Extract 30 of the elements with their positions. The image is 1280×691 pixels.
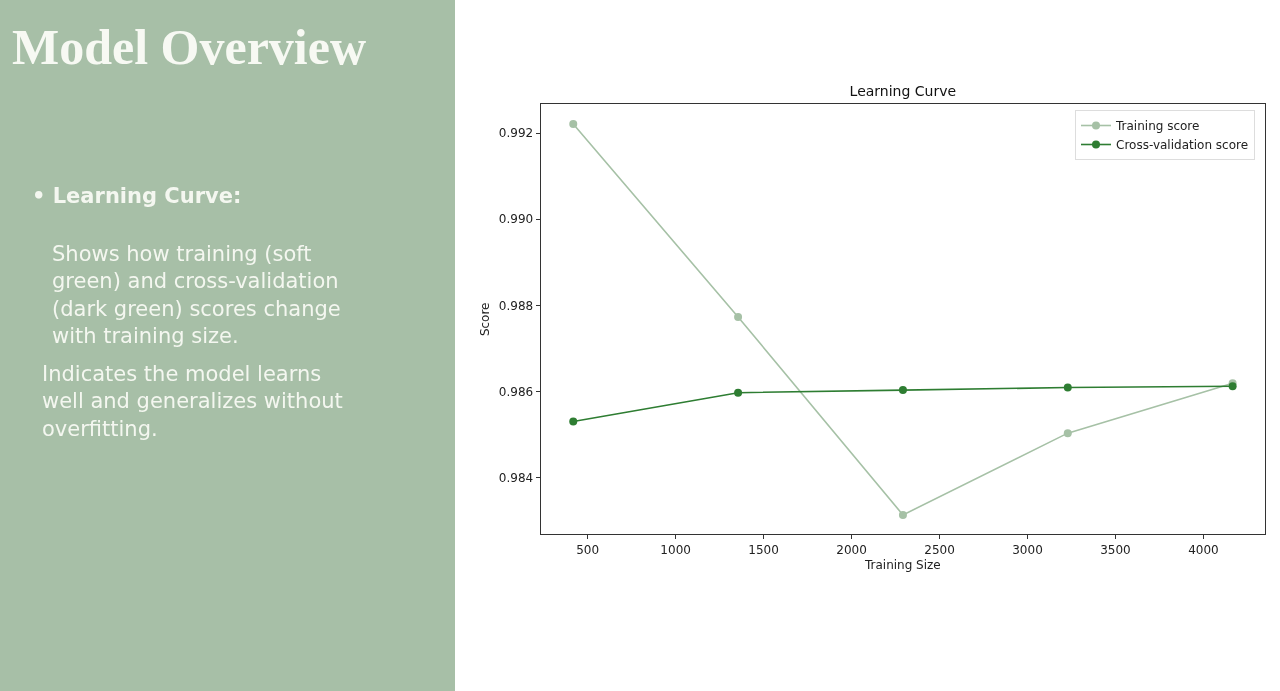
point: [734, 312, 743, 321]
x-tick-label: 3000: [1012, 542, 1043, 557]
legend-label: Cross-validation score: [1116, 138, 1249, 153]
y-tick-label: 0.988: [498, 298, 534, 313]
y-tick-label: 0.992: [498, 126, 534, 141]
x-tick-label: 2500: [924, 542, 955, 557]
x-tick-label: 500: [576, 542, 600, 557]
y-axis-title: Score: [478, 302, 493, 337]
point: [898, 510, 907, 519]
x-tick-label: 1500: [748, 542, 779, 557]
x-tick-label: 3500: [1100, 542, 1131, 557]
y-tick-label: 0.984: [498, 470, 534, 485]
point: [1063, 429, 1072, 438]
legend-label: Training score: [1115, 119, 1200, 134]
text: Model Overview: [12, 19, 367, 75]
x-tick-label: 4000: [1188, 542, 1219, 557]
x-tick-label: 1000: [660, 542, 691, 557]
point: [898, 386, 907, 395]
point: [734, 388, 743, 397]
text: Indicates the model learns well and generalizes without overfitting.: [42, 362, 343, 441]
x-axis-title: Training Size: [863, 557, 941, 572]
point: [569, 417, 578, 426]
text: Shows how training (soft green) and cross-validation (dark green) scores change with training size.: [52, 242, 341, 348]
x-tick-label: 2000: [836, 542, 867, 557]
chart-title: Learning Curve: [849, 82, 957, 99]
point: [569, 120, 578, 129]
y-tick-label: 0.990: [498, 212, 534, 227]
y-tick-label: 0.986: [498, 384, 534, 399]
text: • Learning Curve:: [32, 184, 242, 208]
point: [1063, 383, 1072, 392]
